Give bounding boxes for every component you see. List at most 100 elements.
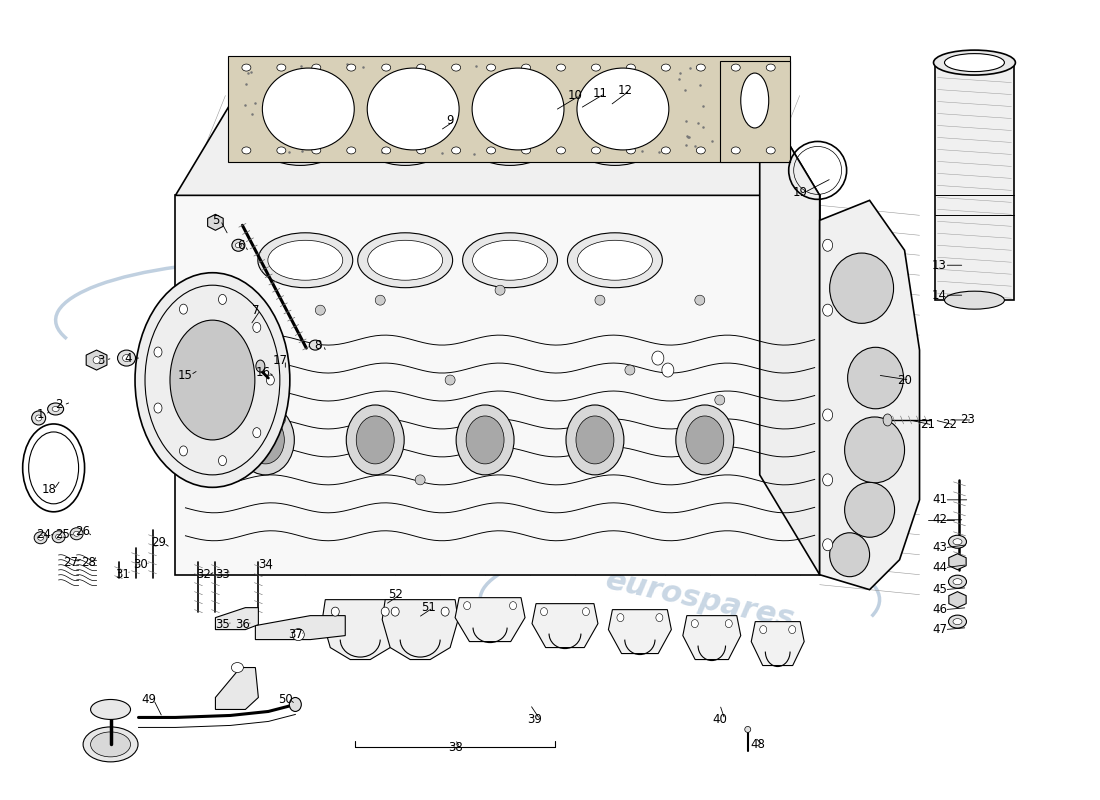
Ellipse shape [257,233,353,288]
Text: 40: 40 [713,713,727,726]
Ellipse shape [277,64,286,71]
Ellipse shape [179,304,187,314]
Ellipse shape [346,405,404,475]
Ellipse shape [135,273,289,487]
Ellipse shape [346,64,355,71]
Polygon shape [216,608,258,630]
Polygon shape [176,195,820,574]
Text: 13: 13 [932,258,947,272]
Ellipse shape [829,253,893,323]
Text: 4: 4 [124,351,132,365]
Ellipse shape [231,662,243,673]
Ellipse shape [311,64,321,71]
Ellipse shape [578,68,669,150]
Ellipse shape [661,64,670,71]
Ellipse shape [675,405,734,475]
Text: 50: 50 [278,693,293,706]
Text: 18: 18 [41,483,56,496]
Polygon shape [255,616,345,639]
Text: 5: 5 [211,214,219,227]
Ellipse shape [256,360,265,372]
Text: 25: 25 [55,528,70,542]
Ellipse shape [521,64,530,71]
Ellipse shape [583,608,590,616]
Text: 27: 27 [63,556,78,570]
Text: 31: 31 [116,568,130,581]
Text: 6: 6 [236,238,244,252]
Text: 33: 33 [214,568,230,581]
Ellipse shape [572,115,658,166]
Ellipse shape [945,291,1004,309]
Ellipse shape [540,608,548,616]
Ellipse shape [382,64,390,71]
Polygon shape [455,598,525,642]
Text: 45: 45 [932,583,947,596]
Ellipse shape [441,607,449,616]
Text: 12: 12 [617,84,632,97]
Ellipse shape [118,350,135,366]
Ellipse shape [367,68,459,150]
Text: 49: 49 [141,693,156,706]
Text: 15: 15 [178,369,192,382]
Text: 48: 48 [750,738,766,751]
Text: 24: 24 [36,528,51,542]
Ellipse shape [363,115,448,166]
Ellipse shape [617,614,624,622]
Text: 32: 32 [196,568,211,581]
Ellipse shape [56,534,62,539]
Ellipse shape [823,304,833,316]
Ellipse shape [32,411,45,425]
Polygon shape [719,61,790,162]
Polygon shape [683,616,740,659]
Ellipse shape [452,147,461,154]
Ellipse shape [268,240,343,280]
Ellipse shape [715,395,725,405]
Ellipse shape [415,475,426,485]
Ellipse shape [236,405,295,475]
Text: 47: 47 [932,623,947,636]
Ellipse shape [463,233,558,288]
Ellipse shape [94,357,100,363]
Ellipse shape [823,239,833,251]
Polygon shape [760,95,820,574]
Ellipse shape [257,115,343,166]
Text: 38: 38 [448,741,462,754]
Ellipse shape [219,294,227,305]
Ellipse shape [289,698,301,711]
Polygon shape [820,200,920,590]
Ellipse shape [695,295,705,305]
Ellipse shape [626,64,636,71]
Polygon shape [229,55,790,162]
Ellipse shape [253,428,261,438]
Polygon shape [322,600,398,659]
Ellipse shape [953,578,962,585]
Ellipse shape [953,538,962,545]
Ellipse shape [883,414,892,426]
Text: 35: 35 [214,618,230,631]
Text: 21: 21 [920,418,935,431]
Ellipse shape [948,575,967,588]
Ellipse shape [373,122,438,159]
Ellipse shape [417,64,426,71]
Ellipse shape [566,405,624,475]
Ellipse shape [953,618,962,625]
Text: 7: 7 [252,304,260,317]
Ellipse shape [268,122,333,159]
Ellipse shape [446,375,455,385]
Ellipse shape [477,122,542,159]
Ellipse shape [346,147,355,154]
Polygon shape [86,350,107,370]
Text: 43: 43 [932,542,947,554]
Text: 37: 37 [288,628,302,641]
Ellipse shape [845,417,904,483]
Ellipse shape [745,726,750,733]
Ellipse shape [848,347,903,409]
Ellipse shape [392,607,399,616]
Text: 1: 1 [37,409,44,422]
Ellipse shape [691,620,698,628]
Text: 51: 51 [420,601,436,614]
Polygon shape [532,604,598,647]
Text: 11: 11 [593,87,607,100]
Ellipse shape [35,415,42,421]
Ellipse shape [309,340,321,350]
